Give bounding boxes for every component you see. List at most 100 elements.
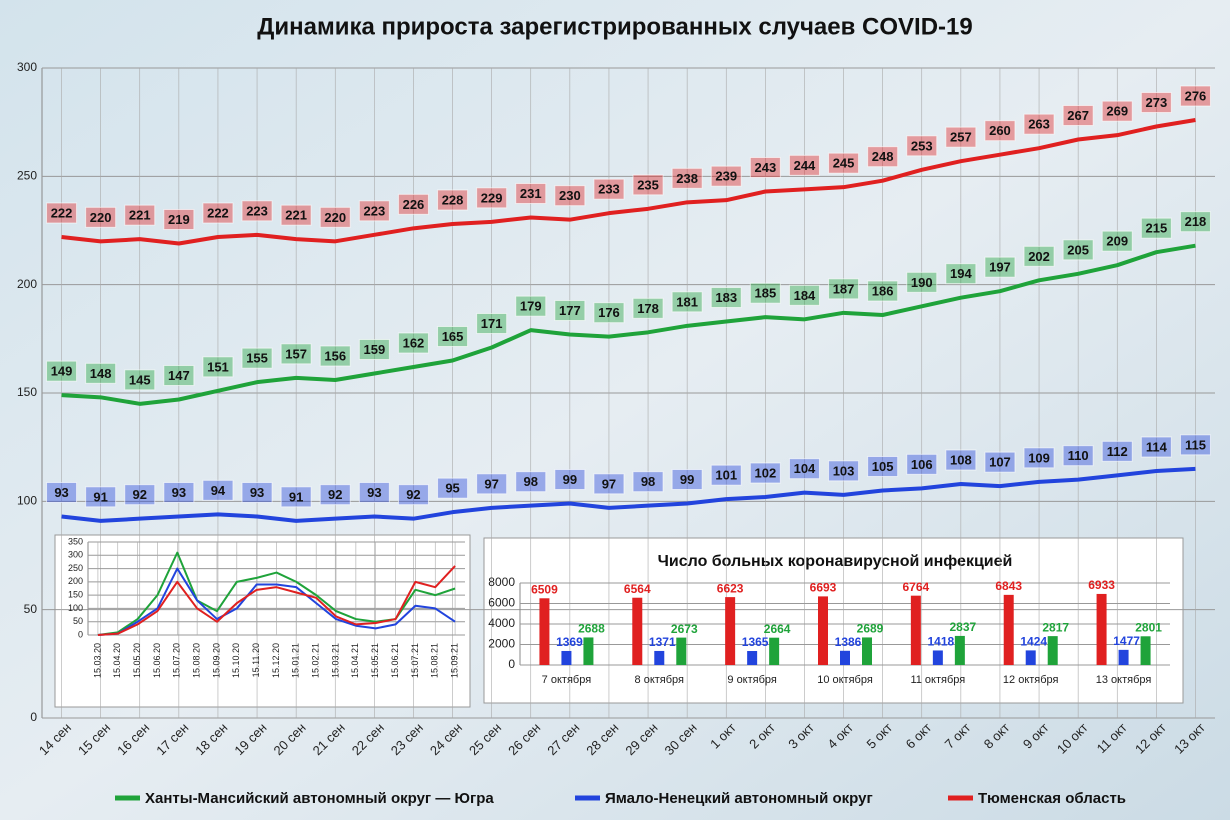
value-label: 263 (1028, 117, 1050, 132)
value-label: 145 (129, 372, 151, 387)
value-label: 243 (754, 160, 776, 175)
value-label: 221 (129, 208, 151, 223)
value-label: 177 (559, 303, 581, 318)
value-label-box (241, 482, 273, 503)
value-label-box (397, 193, 429, 215)
value-label: 1477 (1113, 634, 1140, 648)
value-label-box (1140, 217, 1172, 239)
value-label: 179 (520, 299, 542, 314)
value-label-box (515, 471, 547, 493)
value-label-box (828, 460, 860, 482)
value-label: 93 (54, 485, 68, 500)
value-label: 6693 (810, 581, 837, 595)
value-label-box (124, 484, 156, 506)
value-label-box (984, 256, 1016, 278)
value-label-box (241, 200, 273, 222)
value-label: 102 (754, 465, 776, 480)
value-label: 165 (442, 329, 464, 344)
x-tick-label: 15.08.20 (192, 643, 202, 678)
value-label-box (515, 295, 547, 317)
series-line (61, 118, 1196, 246)
value-label-box (163, 365, 195, 386)
value-label: 1365 (742, 635, 769, 649)
x-tick-label: 15.12.20 (271, 643, 281, 678)
value-label: 92 (328, 487, 342, 502)
value-label: 205 (1067, 242, 1089, 257)
value-label-box (749, 282, 781, 304)
value-label: 95 (445, 481, 459, 496)
bar (747, 651, 758, 665)
value-label-box (1062, 105, 1094, 126)
value-label: 108 (950, 452, 972, 467)
value-label-box (554, 300, 586, 321)
value-label-box (437, 326, 469, 347)
y-tick-label: 250 (68, 563, 83, 573)
value-label: 91 (93, 489, 107, 504)
y-tick-label: 2000 (488, 637, 515, 651)
value-label: 260 (989, 123, 1011, 138)
value-label-box (867, 456, 899, 477)
value-label-box (46, 202, 78, 224)
value-label-box (1062, 445, 1094, 467)
y-tick-label: 350 (68, 536, 83, 546)
value-label-box (476, 313, 508, 334)
value-label-box (554, 185, 586, 207)
legend-label: Ямало-Ненецкий автономный округ (605, 790, 873, 807)
value-label: 239 (715, 169, 737, 184)
bar (818, 596, 828, 665)
value-label-box (906, 135, 938, 157)
value-label: 94 (211, 483, 226, 498)
x-tick-label: 7 октября (542, 674, 592, 686)
value-label-box (906, 271, 938, 293)
series-line (61, 243, 1196, 406)
value-label: 1386 (835, 635, 862, 649)
value-label-box (319, 345, 351, 367)
inset-panel (483, 537, 1184, 704)
value-label-box (984, 120, 1016, 142)
value-label-box (984, 451, 1016, 473)
value-label: 112 (1107, 444, 1128, 459)
x-tick-label: 15.08.21 (430, 643, 440, 678)
value-label-box (632, 297, 664, 319)
x-tick-label: 15.07.21 (410, 643, 420, 678)
value-label-box (358, 482, 390, 503)
value-label-box (85, 206, 117, 228)
bar (654, 650, 665, 665)
value-label-box (1179, 434, 1211, 456)
value-label: 220 (90, 210, 112, 225)
value-label: 194 (950, 266, 972, 281)
value-label-box (593, 302, 625, 324)
bar (862, 637, 872, 665)
value-label: 209 (1106, 234, 1128, 249)
value-label: 99 (680, 472, 694, 487)
value-label: 267 (1067, 108, 1089, 123)
value-label: 110 (1068, 448, 1089, 463)
value-label-box (280, 343, 312, 365)
value-label: 151 (207, 359, 229, 374)
value-label: 6764 (903, 580, 930, 594)
value-label: 253 (911, 138, 933, 153)
value-label-box (85, 362, 117, 384)
x-tick-label: 15.04.21 (350, 643, 360, 678)
value-label: 2689 (857, 622, 884, 636)
value-label: 105 (872, 459, 894, 474)
chart-title: Динамика прироста зарегистрированных слу… (257, 13, 972, 40)
value-label-box (515, 183, 547, 204)
x-tick-label: 15.09.21 (449, 643, 459, 678)
value-label: 2664 (764, 622, 791, 636)
bar (1096, 593, 1107, 665)
value-label-box (671, 291, 703, 313)
value-label: 2817 (1042, 620, 1069, 634)
bar (1047, 636, 1058, 665)
value-label: 185 (754, 286, 776, 301)
value-label: 98 (641, 474, 655, 489)
value-label-box (710, 287, 742, 308)
value-label: 104 (794, 461, 816, 476)
value-label-box (476, 187, 508, 209)
x-tick-label: 15.04.20 (112, 643, 122, 678)
value-label: 231 (520, 186, 542, 201)
value-label: 156 (324, 348, 346, 363)
value-label: 93 (172, 485, 186, 500)
value-label: 99 (563, 472, 577, 487)
